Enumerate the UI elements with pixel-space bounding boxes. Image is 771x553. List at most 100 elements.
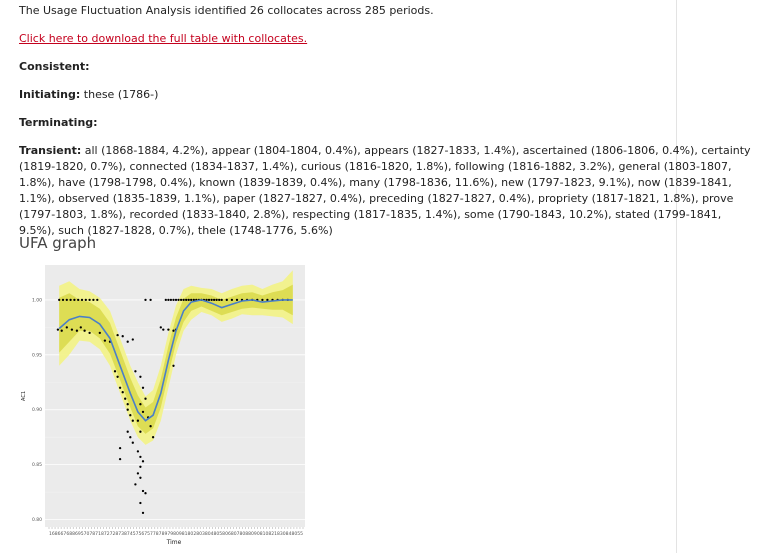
data-point (79, 326, 82, 329)
data-point (266, 298, 269, 302)
data-point (118, 446, 122, 450)
y-tick-label: 0.90 (32, 407, 42, 413)
data-point (141, 386, 145, 389)
initiating-line: Initiating: these (1786-) (19, 87, 158, 103)
smooth-line (58, 299, 293, 422)
data-point (172, 364, 175, 367)
data-point (149, 425, 152, 428)
y-tick-label: 0.95 (32, 352, 42, 358)
x-tick-marks (48, 527, 304, 529)
y-tick-label: 0.80 (32, 517, 42, 523)
data-point (225, 298, 228, 302)
consistent-line: Consistent: (19, 59, 90, 75)
ufa-chart: 0.80 0.85 0.90 0.95 1.00 1686676886957078718… (19, 263, 305, 548)
data-point (83, 329, 86, 332)
data-point (210, 298, 213, 302)
data-point (129, 436, 132, 439)
download-table-link[interactable]: Click here to download the full table wi… (19, 32, 308, 45)
data-point (80, 298, 84, 302)
graph-heading: UFA graph (19, 234, 97, 252)
data-point (149, 298, 152, 302)
initiating-label: Initiating: (19, 88, 81, 101)
initiating-value: these (1786-) (80, 88, 159, 101)
consistent-label: Consistent: (19, 60, 90, 73)
data-point (65, 298, 68, 302)
y-axis-label: AC1 (21, 391, 27, 401)
data-point (139, 375, 142, 378)
data-point (177, 298, 180, 302)
data-point (96, 298, 99, 302)
data-point (124, 397, 127, 400)
data-point (134, 483, 137, 486)
data-point (77, 298, 80, 302)
content-divider (676, 0, 677, 553)
data-point (134, 370, 137, 373)
data-point (220, 298, 223, 302)
data-point (139, 430, 142, 433)
data-point (172, 329, 175, 332)
data-point (98, 331, 101, 335)
data-point (126, 340, 129, 343)
data-point (144, 492, 147, 495)
data-point (88, 298, 91, 302)
data-point (162, 328, 165, 331)
data-point (113, 370, 117, 373)
data-point (205, 298, 208, 302)
data-point (215, 298, 218, 302)
y-tick-labels: 0.80 0.85 0.90 0.95 1.00 (32, 297, 42, 523)
data-point (70, 328, 74, 331)
data-point (126, 403, 129, 406)
data-point (118, 457, 122, 461)
data-point (129, 414, 132, 417)
data-point (261, 298, 264, 302)
data-point (139, 476, 142, 479)
data-point (139, 465, 142, 468)
download-paragraph: Click here to download the full table wi… (19, 31, 307, 47)
data-point (88, 331, 91, 335)
data-point (118, 386, 122, 389)
data-point (192, 298, 195, 302)
data-point (131, 338, 134, 341)
data-point (58, 298, 61, 302)
data-point (73, 298, 76, 302)
data-point (92, 298, 95, 302)
data-point (131, 441, 134, 444)
data-point (159, 326, 162, 329)
y-tick-label: 0.85 (32, 462, 42, 468)
data-point (141, 511, 145, 515)
ufa-chart-svg: 0.80 0.85 0.90 0.95 1.00 1686676886957078718… (21, 265, 305, 546)
confidence-band-inner (59, 284, 293, 434)
data-point (61, 298, 65, 302)
data-point (144, 397, 147, 400)
transient-line: Transient: all (1868-1884, 4.2%), appear… (19, 143, 754, 239)
data-point (141, 460, 145, 463)
data-point (230, 298, 234, 302)
data-point (235, 298, 239, 302)
data-point (139, 501, 142, 505)
data-point (56, 328, 60, 331)
terminating-label: Terminating: (19, 116, 98, 129)
data-point (136, 419, 140, 422)
data-point (60, 329, 63, 332)
data-point (103, 339, 107, 342)
transient-value: all (1868-1884, 4.2%), appear (1804-1804… (19, 144, 751, 237)
transient-label: Transient: (19, 144, 82, 157)
data-point (185, 298, 188, 302)
data-point (182, 298, 185, 302)
x-tick-labels: 1686676886957078718727287387457567577878… (49, 531, 304, 536)
y-tick-label: 1.00 (32, 297, 42, 303)
data-point (126, 430, 129, 433)
data-point (187, 298, 190, 302)
data-point (116, 333, 119, 337)
x-axis-label: Time (166, 539, 182, 546)
data-point (65, 326, 68, 329)
data-point (75, 329, 79, 332)
data-point (121, 335, 124, 338)
data-point (172, 298, 175, 302)
data-point (167, 328, 170, 331)
data-point (141, 410, 145, 414)
data-point (139, 455, 142, 459)
data-point (126, 408, 129, 411)
data-point (207, 298, 211, 302)
data-point (84, 298, 87, 302)
